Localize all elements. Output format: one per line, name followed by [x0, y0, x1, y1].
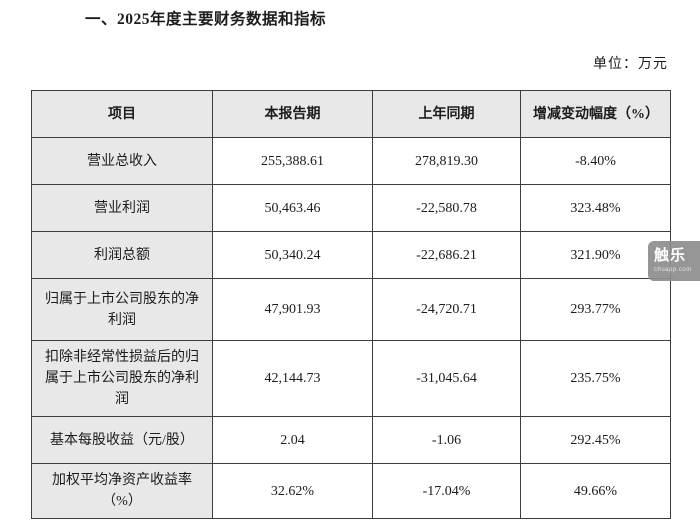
table-header-row: 项目 本报告期 上年同期 增减变动幅度（%） [31, 90, 671, 138]
cell-current-value: 32.62% [212, 463, 373, 519]
cell-item-label: 营业利润 [31, 184, 213, 232]
table-row-total-profit: 利润总额 50,340.24 -22,686.21 321.90% [31, 231, 671, 279]
cell-change-value: 321.90% [520, 231, 671, 279]
cell-change-value: 292.45% [520, 416, 671, 464]
cell-current-value: 42,144.73 [212, 340, 373, 417]
cell-change-value: 293.77% [520, 278, 671, 341]
cell-item-label: 归属于上市公司股东的净利润 [31, 278, 213, 341]
section-title: 一、2025年度主要财务数据和指标 [85, 11, 327, 28]
cell-current-value: 2.04 [212, 416, 373, 464]
unit-label: 单位：万元 [593, 57, 668, 72]
cell-prior-value: -31,045.64 [372, 340, 521, 417]
cell-item-label: 利润总额 [31, 231, 213, 279]
table-row-total-revenue: 营业总收入 255,388.61 278,819.30 -8.40% [31, 137, 671, 185]
table-row-net-profit-attributable: 归属于上市公司股东的净利润 47,901.93 -24,720.71 293.7… [31, 278, 671, 341]
cell-prior-value: 278,819.30 [372, 137, 521, 185]
cell-item-label: 基本每股收益（元/股） [31, 416, 213, 464]
cell-change-value: 235.75% [520, 340, 671, 417]
cell-change-value: 323.48% [520, 184, 671, 232]
cell-current-value: 50,340.24 [212, 231, 373, 279]
cell-item-label: 加权平均净资产收益率（%） [31, 463, 213, 519]
cell-prior-value: -22,686.21 [372, 231, 521, 279]
table-row-basic-eps: 基本每股收益（元/股） 2.04 -1.06 292.45% [31, 416, 671, 464]
watermark-logo-text: 触乐 [654, 247, 687, 264]
cell-current-value: 47,901.93 [212, 278, 373, 341]
col-header-change-pct: 增减变动幅度（%） [520, 90, 671, 138]
watermark-domain-text: chuapp.com [654, 267, 692, 273]
financial-data-table: 项目 本报告期 上年同期 增减变动幅度（%） 营业总收入 255,388.61 … [31, 90, 671, 519]
cell-item-label: 扣除非经常性损益后的归属于上市公司股东的净利润 [31, 340, 213, 417]
table-row-weighted-avg-roe: 加权平均净资产收益率（%） 32.62% -17.04% 49.66% [31, 463, 671, 519]
table-row-net-profit-excl-nonrecurring: 扣除非经常性损益后的归属于上市公司股东的净利润 42,144.73 -31,04… [31, 340, 671, 417]
cell-change-value: -8.40% [520, 137, 671, 185]
cell-current-value: 255,388.61 [212, 137, 373, 185]
table-row-operating-profit: 营业利润 50,463.46 -22,580.78 323.48% [31, 184, 671, 232]
cell-item-label: 营业总收入 [31, 137, 213, 185]
col-header-prior-period: 上年同期 [372, 90, 521, 138]
cell-prior-value: -1.06 [372, 416, 521, 464]
cell-current-value: 50,463.46 [212, 184, 373, 232]
cell-change-value: 49.66% [520, 463, 671, 519]
cell-prior-value: -17.04% [372, 463, 521, 519]
cell-prior-value: -24,720.71 [372, 278, 521, 341]
col-header-current-period: 本报告期 [212, 90, 373, 138]
cell-prior-value: -22,580.78 [372, 184, 521, 232]
watermark-badge: 触乐 chuapp.com [648, 241, 700, 281]
col-header-item: 项目 [31, 90, 213, 138]
